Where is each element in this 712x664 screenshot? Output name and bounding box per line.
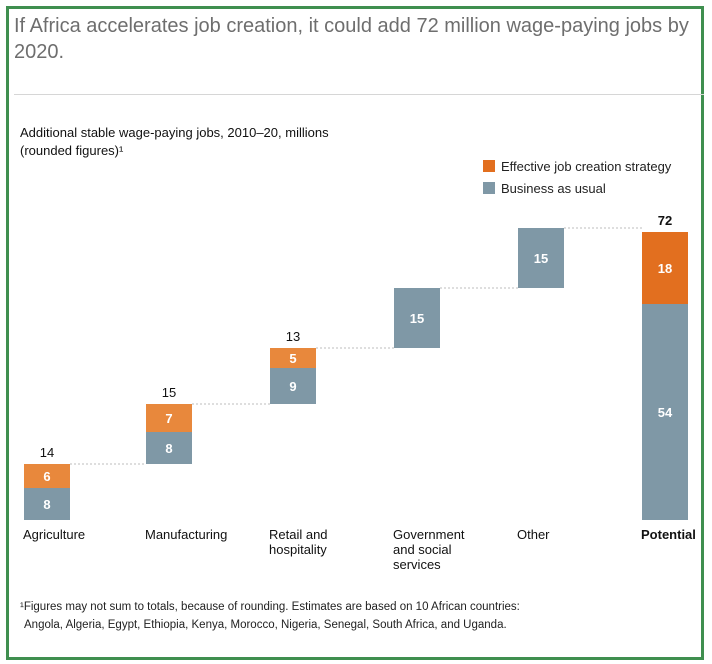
category-label-line: and social <box>393 542 452 557</box>
bar-value-baseline: 8 <box>43 497 50 512</box>
bar-accelerated <box>146 404 192 432</box>
bar-total-label: 72 <box>658 213 672 228</box>
headline: If Africa accelerates job creation, it c… <box>14 15 689 63</box>
bar-value-baseline: 9 <box>289 379 296 394</box>
bar-value-baseline: 54 <box>658 405 673 420</box>
footnote-line-1: ¹Figures may not sum to totals, because … <box>20 601 520 613</box>
bar-baseline <box>270 368 316 404</box>
category-label-line: Other <box>517 527 550 542</box>
bar-baseline <box>146 432 192 464</box>
legend-item-baseline: Business as usual <box>483 177 671 199</box>
category-label-line: Manufacturing <box>145 527 227 542</box>
bar-baseline <box>642 304 688 520</box>
subtitle-line-1: Additional stable wage-paying jobs, 2010… <box>20 125 329 140</box>
bar-baseline <box>394 288 440 348</box>
legend-swatch-accelerated <box>483 160 495 172</box>
category-label: Potential <box>641 527 696 542</box>
category-label-line: hospitality <box>269 542 327 557</box>
bar-value-baseline: 15 <box>534 251 548 266</box>
legend-item-accelerated: Effective job creation strategy <box>483 155 671 177</box>
chart-subtitle: Additional stable wage-paying jobs, 2010… <box>20 124 329 160</box>
category-label-line: Government <box>393 527 465 542</box>
category-label-line: Potential <box>641 527 696 542</box>
legend: Effective job creation strategy Business… <box>483 155 671 199</box>
legend-label-baseline: Business as usual <box>501 180 606 196</box>
legend-label-accelerated: Effective job creation strategy <box>501 158 672 174</box>
footnote-line-2: Angola, Algeria, Egypt, Ethiopia, Kenya,… <box>24 619 507 631</box>
bar-value-accelerated: 6 <box>43 469 50 484</box>
figure-frame <box>6 6 704 660</box>
bar-value-accelerated: 18 <box>658 261 672 276</box>
bar-total-label: 14 <box>40 445 54 460</box>
category-label: Manufacturing <box>145 527 227 542</box>
category-label-line: Agriculture <box>23 527 85 542</box>
bar-total-label: 15 <box>162 385 176 400</box>
category-label-line: services <box>393 557 441 572</box>
legend-swatch-baseline <box>483 182 495 194</box>
category-label: Retail and hospitality <box>269 527 328 557</box>
bar-accelerated <box>24 464 70 488</box>
footnote: ¹Figures may not sum to totals, because … <box>20 598 700 634</box>
category-label-line: Retail and <box>269 527 328 542</box>
waterfall-chart: 8 6 14 Agriculture 8 7 15 Manufacturing 9 5 13 Reta… <box>23 213 696 572</box>
bar-value-accelerated: 7 <box>165 411 172 426</box>
bar-accelerated <box>642 232 688 304</box>
subtitle-line-2: (rounded figures)¹ <box>20 143 124 158</box>
category-label: Other <box>517 527 550 542</box>
bar-value-accelerated: 5 <box>289 351 296 366</box>
divider <box>14 94 704 95</box>
bar-value-baseline: 15 <box>410 311 424 326</box>
bar-total-label: 13 <box>286 329 300 344</box>
category-label: Government and social services <box>393 527 465 572</box>
bar-accelerated <box>270 348 316 368</box>
bar-baseline <box>518 228 564 288</box>
category-label: Agriculture <box>23 527 85 542</box>
bar-value-baseline: 8 <box>165 441 172 456</box>
bar-baseline <box>24 488 70 520</box>
